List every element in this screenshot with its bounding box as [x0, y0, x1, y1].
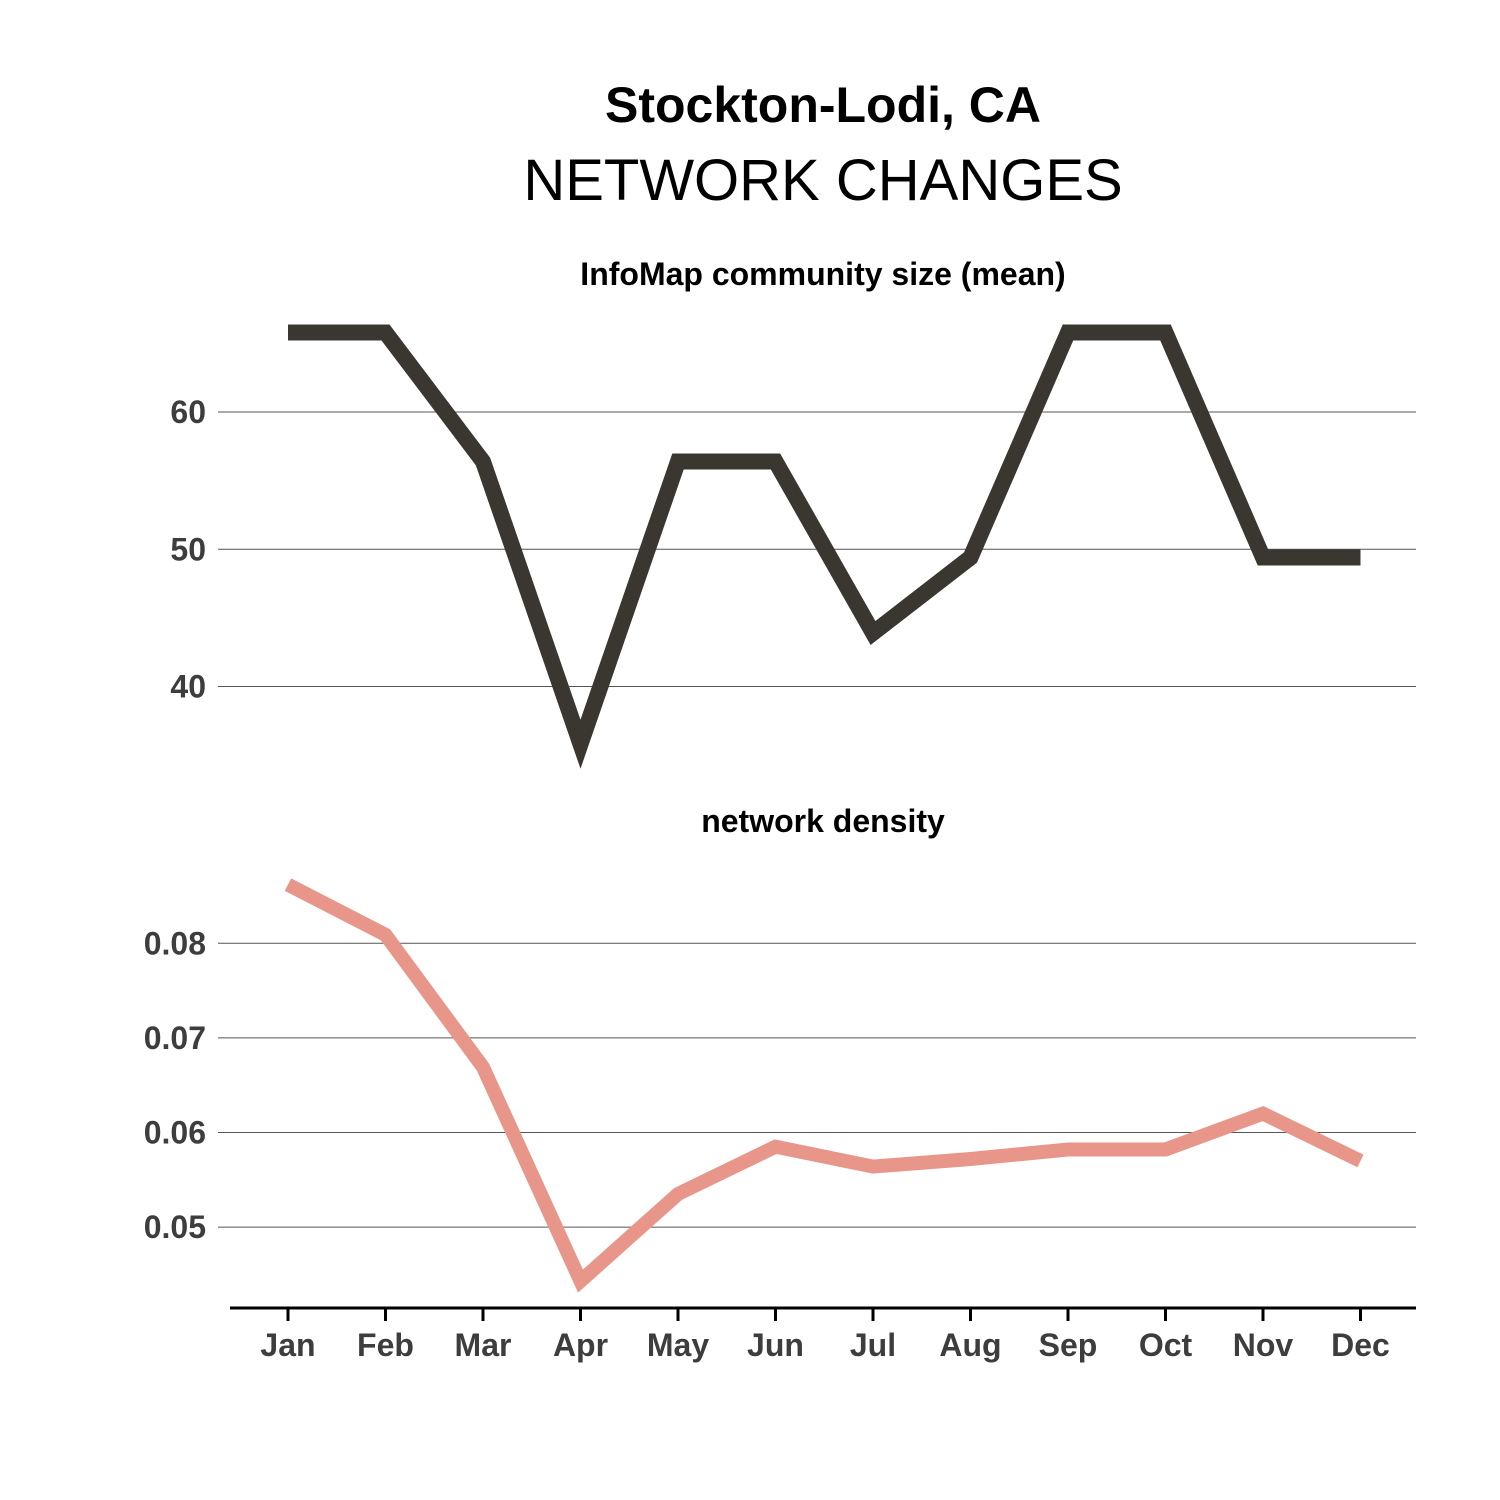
community-size-y-tick-label: 60: [170, 394, 206, 430]
x-tick-label: May: [647, 1327, 709, 1363]
community-size-y-tick-label: 40: [170, 669, 206, 705]
x-tick-label: Feb: [357, 1327, 414, 1363]
network-density-y-tick-label: 0.05: [144, 1209, 206, 1245]
community-size-series-line: [288, 324, 1361, 769]
network-density-panel: network density 0.05 0.06 0.07 0.08: [144, 803, 1416, 1293]
chart-subtitle: NETWORK CHANGES: [523, 148, 1122, 213]
community-size-panel-title: InfoMap community size (mean): [580, 256, 1065, 292]
x-tick-label: Apr: [553, 1327, 608, 1363]
x-tick-label: Dec: [1331, 1327, 1390, 1363]
network-density-series-line: [284, 878, 1364, 1293]
x-tick-label: Nov: [1233, 1327, 1294, 1363]
x-axis: Jan Feb Mar Apr May Jun Jul Aug Sep Oct Nov Dec: [230, 1306, 1416, 1363]
network-density-panel-title: network density: [701, 803, 945, 839]
network-density-y-tick-label: 0.07: [144, 1020, 206, 1056]
community-size-panel: InfoMap community size (mean) 40 50 60: [170, 256, 1416, 769]
network-density-y-tick-label: 0.08: [144, 925, 206, 961]
x-tick-label: Mar: [455, 1327, 512, 1363]
network-density-y-tick-label: 0.06: [144, 1115, 206, 1151]
x-tick-label: Oct: [1139, 1327, 1193, 1363]
community-size-y-tick-label: 50: [170, 531, 206, 567]
chart-title: Stockton-Lodi, CA: [605, 77, 1041, 133]
x-tick-label: Jun: [747, 1327, 804, 1363]
x-tick-label: Jan: [260, 1327, 315, 1363]
x-tick-label: Aug: [939, 1327, 1001, 1363]
x-tick-label: Jul: [850, 1327, 896, 1363]
x-tick-label: Sep: [1039, 1327, 1098, 1363]
